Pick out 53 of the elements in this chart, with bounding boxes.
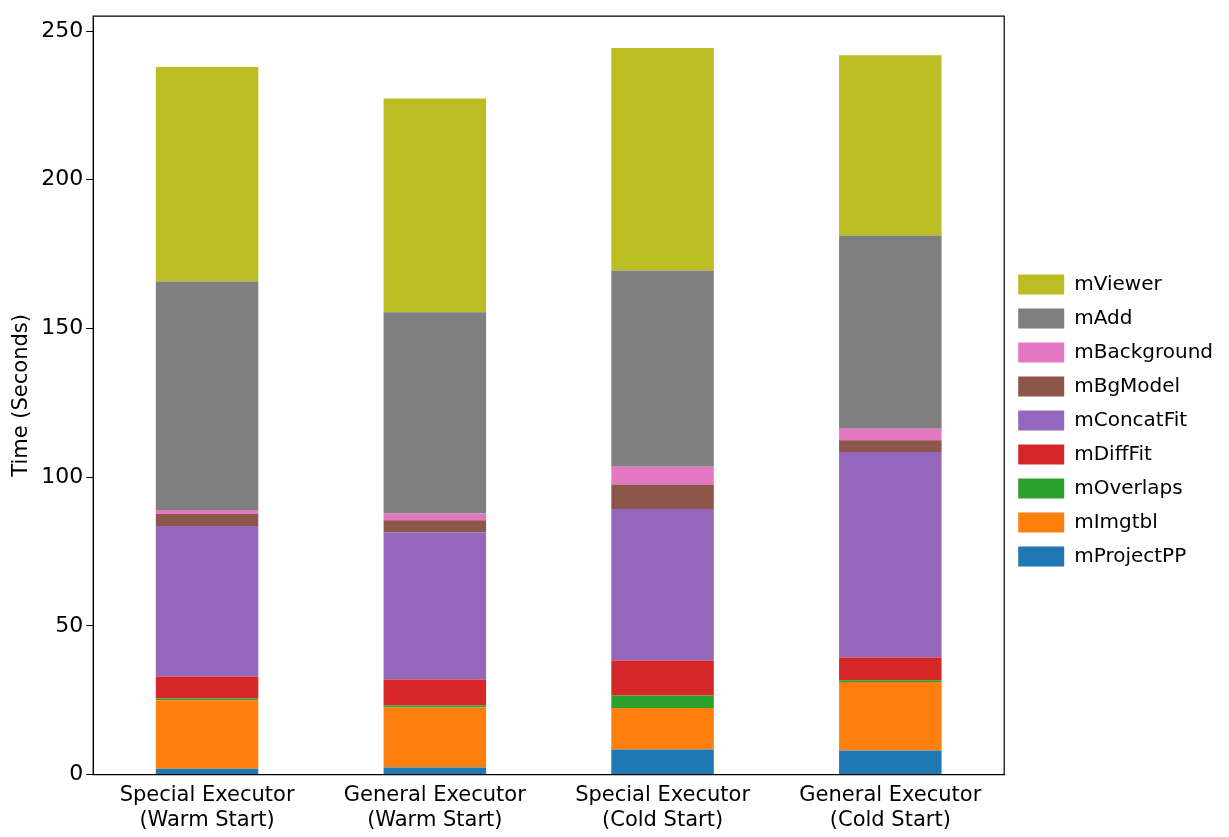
x-tick-label: Special Executor (Warm Start) bbox=[119, 781, 295, 831]
y-tick-label: 200 bbox=[41, 165, 84, 191]
x-tick-label: Special Executor (Cold Start) bbox=[575, 781, 751, 831]
bar bbox=[839, 657, 942, 681]
bar bbox=[155, 67, 259, 282]
bar bbox=[839, 682, 942, 751]
bar bbox=[611, 695, 714, 708]
legend-label: mOverlaps bbox=[1074, 474, 1183, 499]
bar bbox=[839, 235, 942, 429]
bar bbox=[383, 98, 487, 313]
bar bbox=[155, 514, 259, 526]
bar bbox=[611, 48, 714, 271]
bar bbox=[155, 525, 259, 677]
bar bbox=[383, 707, 487, 768]
bar bbox=[155, 281, 259, 510]
bar bbox=[611, 509, 714, 661]
y-tick-label: 50 bbox=[55, 611, 84, 637]
bar bbox=[383, 679, 487, 706]
legend-label: mAdd bbox=[1074, 304, 1133, 329]
bar bbox=[611, 660, 714, 696]
bar bbox=[155, 676, 259, 699]
legend-label: mDiffFit bbox=[1074, 440, 1153, 465]
bar bbox=[383, 767, 487, 775]
legend-label: mViewer bbox=[1074, 270, 1163, 295]
bar bbox=[611, 707, 714, 750]
legend-label: mBgModel bbox=[1074, 372, 1181, 397]
bar bbox=[383, 312, 487, 514]
bar bbox=[839, 451, 942, 658]
legend-label: mConcatFit bbox=[1074, 406, 1188, 431]
y-tick-label: 0 bbox=[69, 760, 84, 786]
bar bbox=[839, 750, 942, 775]
bar bbox=[839, 55, 942, 236]
bar bbox=[383, 532, 487, 680]
bar bbox=[155, 768, 259, 775]
x-tick-label: General Executor (Cold Start) bbox=[799, 781, 982, 831]
bar bbox=[155, 700, 259, 769]
x-tick-label: General Executor (Warm Start) bbox=[343, 781, 527, 831]
bar bbox=[839, 428, 942, 441]
legend-label: mImgtbl bbox=[1074, 508, 1158, 533]
bar bbox=[383, 520, 487, 533]
y-axis-title: Time (Seconds) bbox=[8, 314, 33, 478]
y-tick-label: 150 bbox=[41, 314, 84, 340]
y-tick-label: 100 bbox=[41, 462, 84, 488]
legend-label: mProjectPP bbox=[1074, 542, 1187, 567]
y-tick-label: 250 bbox=[41, 16, 84, 42]
bar bbox=[611, 270, 714, 467]
bar bbox=[611, 484, 714, 510]
bar bbox=[611, 749, 714, 775]
bar bbox=[155, 509, 259, 515]
legend-label: mBackground bbox=[1074, 338, 1214, 363]
bar bbox=[611, 466, 714, 485]
bar bbox=[839, 440, 942, 452]
bar bbox=[383, 513, 487, 521]
